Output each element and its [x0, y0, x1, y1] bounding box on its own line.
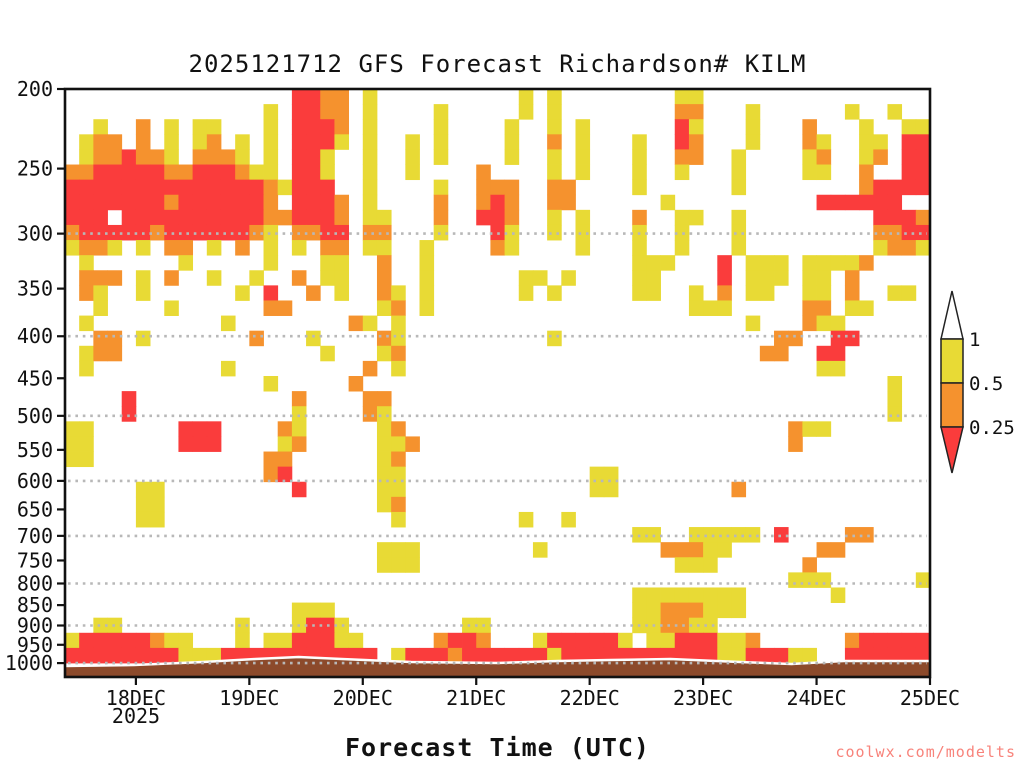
y-tick-label: 600: [17, 469, 53, 493]
x-axis: 18DEC 19DEC 20DEC 21DEC 22DEC 23DEC 24DEC 25DEC: [106, 677, 960, 710]
y-tick-label: 250: [17, 157, 53, 181]
x-tick-label: 22DEC: [560, 686, 620, 710]
x-tick-label: 20DEC: [333, 686, 393, 710]
x-tick-label: 18DEC: [106, 686, 166, 710]
legend-orange-segment: [940, 382, 964, 428]
legend-above-1-triangle: [940, 290, 964, 340]
y-tick-label: 400: [17, 324, 53, 348]
legend-tick-label: 1: [969, 329, 980, 351]
plot-border: [63, 87, 932, 679]
y-tick-label: 350: [17, 277, 53, 301]
y-tick-label: 950: [17, 633, 53, 657]
legend-tick-label: 0.5: [969, 373, 1003, 395]
y-axis: 200 250 300 350 400 450 500 550 600 650 7007508008…: [5, 77, 65, 675]
y-tick-label: 200: [17, 77, 53, 101]
x-axis-year-label: 2025: [111, 704, 161, 728]
watermark-link: coolwx.com/modelts: [835, 743, 1016, 761]
x-tick-label: 23DEC: [673, 686, 733, 710]
legend-red-triangle: [940, 426, 964, 474]
x-tick-label: 21DEC: [446, 686, 506, 710]
legend-tick-label: 0.25: [969, 417, 1015, 439]
y-tick-label: 1000: [5, 651, 53, 675]
pressure-gridlines: [68, 232, 927, 665]
y-tick-label: 900: [17, 614, 53, 638]
y-tick-label: 750: [17, 548, 53, 572]
y-tick-label: 800: [17, 571, 53, 595]
legend-yellow-segment: [940, 338, 964, 384]
y-tick-label: 550: [17, 438, 53, 462]
y-tick-label: 650: [17, 497, 53, 521]
legend-colorbar: 1 0.5 0.25: [940, 290, 1015, 474]
y-tick-label: 500: [17, 404, 53, 428]
y-tick-label: 700: [17, 524, 53, 548]
heatmap-cells: [65, 89, 931, 664]
x-tick-label: 19DEC: [219, 686, 279, 710]
y-tick-label: 450: [17, 366, 53, 390]
y-tick-label: 300: [17, 222, 53, 246]
x-tick-label: 24DEC: [786, 686, 846, 710]
page-title: 2025121712 GFS Forecast Richardson# KILM: [188, 50, 807, 78]
x-axis-title: Forecast Time (UTC): [345, 733, 650, 762]
x-tick-label: 25DEC: [900, 686, 960, 710]
y-tick-label: 850: [17, 593, 53, 617]
